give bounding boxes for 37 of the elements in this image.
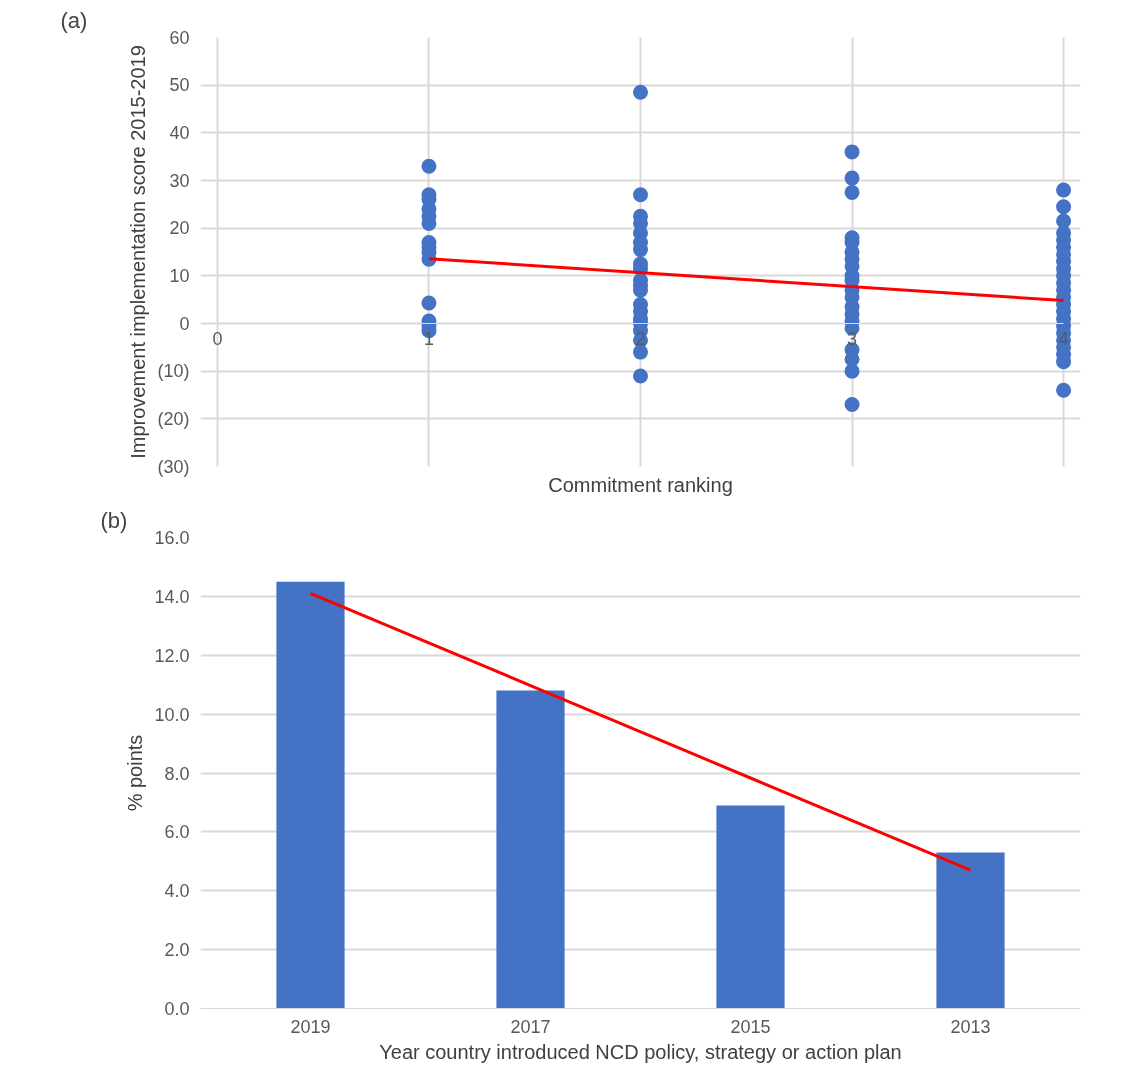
bar <box>496 690 565 1009</box>
y-tick-label: (30) <box>157 456 190 477</box>
y-tick-label: 30 <box>169 170 190 191</box>
y-tick-label: 14.0 <box>154 586 190 607</box>
x-tick-label: 2019 <box>290 1016 331 1037</box>
x-tick-label: 2017 <box>510 1016 551 1037</box>
y-tick-label: 20 <box>169 218 190 239</box>
x-tick-label: 2 <box>635 328 646 349</box>
y-tick-label: 40 <box>169 122 190 143</box>
x-tick-label: 4 <box>1058 328 1069 349</box>
y-tick-label: 10 <box>169 265 190 286</box>
bar <box>936 852 1005 1009</box>
y-tick-label: 10.0 <box>154 704 190 725</box>
y-tick-label: 16.0 <box>154 528 190 548</box>
line-series <box>309 591 972 872</box>
y-tick-label: (10) <box>157 361 190 382</box>
y-tick-label: 50 <box>169 75 190 96</box>
y-tick-label: 4.0 <box>164 881 190 902</box>
x-tick-label: 2013 <box>950 1016 991 1037</box>
y-tick-label: 0 <box>179 313 190 334</box>
y-axis-title: % points <box>124 734 147 812</box>
y-tick-label: 6.0 <box>164 822 190 843</box>
y-tick-label: (20) <box>157 408 190 429</box>
bar <box>716 805 785 1009</box>
x-tick-label: 2015 <box>730 1016 771 1037</box>
y-tick-label: 60 <box>169 27 190 48</box>
y-tick-label: 8.0 <box>164 763 190 784</box>
x-tick-label: 0 <box>212 328 223 349</box>
x-axis-title: Year country introduced NCD policy, strategy or action plan <box>379 1040 902 1063</box>
y-tick-label: 12.0 <box>154 645 190 666</box>
y-tick-label: 0.0 <box>164 999 190 1019</box>
bar <box>276 581 345 1009</box>
chart-title: (b) <box>100 507 128 533</box>
y-tick-label: 2.0 <box>164 940 190 961</box>
y-axis-title: Improvement implementation score 2015-2019 <box>127 45 150 459</box>
x-axis-title: Commitment ranking <box>548 473 733 496</box>
chart-title: (a) <box>60 7 88 33</box>
